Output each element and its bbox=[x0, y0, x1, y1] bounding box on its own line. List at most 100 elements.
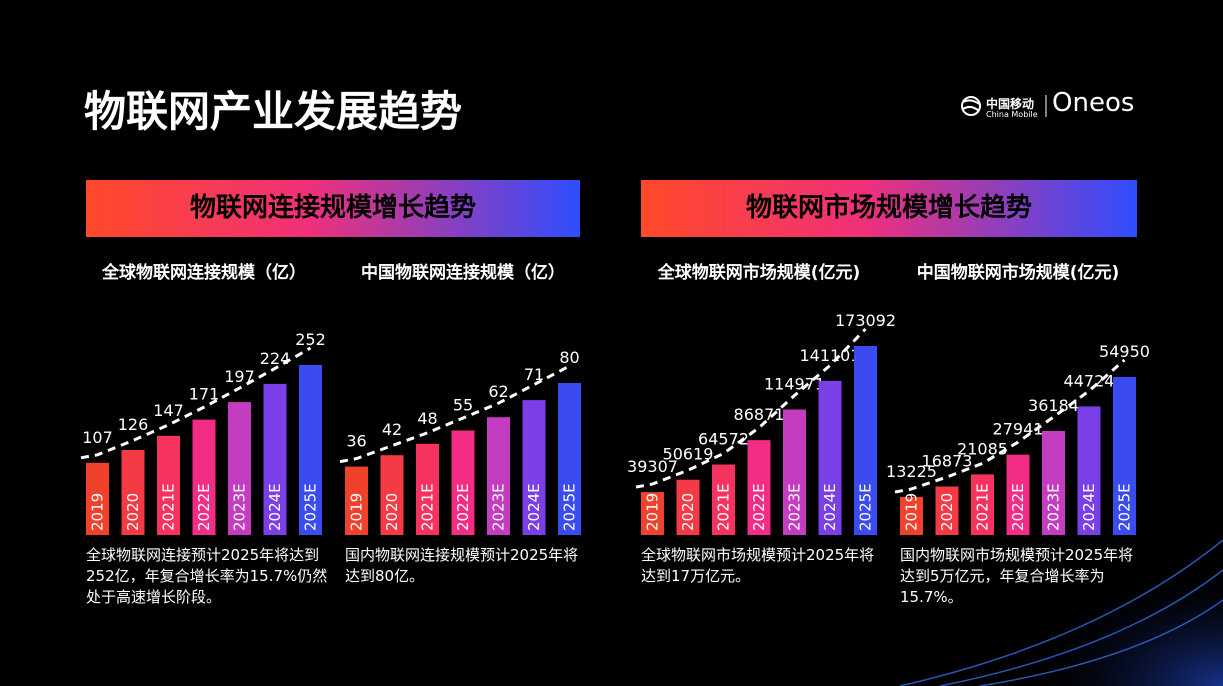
category-label: 2021E bbox=[974, 483, 992, 531]
bar bbox=[712, 464, 735, 535]
category-label: 2019 bbox=[348, 493, 366, 531]
caption: 国内物联网连接规模预计2025年将达到80亿。 bbox=[345, 546, 579, 585]
category-label: 2019 bbox=[903, 493, 921, 531]
chart-title: 中国物联网市场规模(亿元) bbox=[916, 263, 1120, 283]
value-label: 86871 bbox=[734, 405, 785, 424]
section-banner bbox=[641, 180, 1137, 237]
trend-line bbox=[80, 346, 312, 460]
bar bbox=[1077, 406, 1101, 535]
category-label: 2022E bbox=[454, 483, 472, 531]
category-label: 2022E bbox=[750, 483, 768, 531]
value-label: 62 bbox=[488, 382, 508, 401]
caption: 全球物联网市场规模预计2025年将达到17万亿元。 bbox=[641, 546, 875, 585]
bar bbox=[971, 474, 994, 535]
chart-title: 全球物联网市场规模(亿元) bbox=[657, 263, 861, 283]
bar bbox=[263, 383, 287, 535]
bar bbox=[1006, 454, 1030, 535]
value-label: 27941 bbox=[993, 420, 1044, 439]
bar bbox=[1042, 430, 1065, 535]
bar bbox=[641, 492, 664, 535]
bar bbox=[1113, 377, 1136, 535]
category-label: 2021E bbox=[419, 483, 437, 531]
bar bbox=[522, 400, 546, 535]
value-label: 21085 bbox=[957, 439, 1008, 458]
category-label: 2024E bbox=[525, 483, 543, 531]
section-banner bbox=[86, 180, 580, 237]
value-label: 114971 bbox=[764, 374, 825, 393]
section-title: 物联网连接规模增长趋势 bbox=[189, 193, 476, 223]
category-label: 2025E bbox=[302, 483, 320, 531]
category-label: 2020 bbox=[124, 493, 142, 531]
value-label: 224 bbox=[260, 349, 291, 368]
value-label: 48 bbox=[417, 409, 437, 428]
caption: 国内物联网市场规模预计2025年将达到5万亿元，年复合增长率为15.7%。 bbox=[900, 546, 1134, 606]
trend-line bbox=[894, 358, 1126, 494]
bar bbox=[86, 462, 109, 535]
value-label: 54950 bbox=[1099, 342, 1150, 361]
value-label: 13225 bbox=[886, 462, 937, 481]
value-label: 141101 bbox=[799, 346, 860, 365]
logo-cn: 中国移动 bbox=[986, 97, 1035, 111]
category-label: 2021E bbox=[160, 483, 178, 531]
bar bbox=[935, 486, 959, 535]
section-title: 物联网市场规模增长趋势 bbox=[745, 193, 1032, 223]
value-label: 107 bbox=[82, 428, 113, 447]
value-label: 36 bbox=[346, 432, 366, 451]
trend-line bbox=[339, 364, 571, 464]
category-label: 2024E bbox=[266, 483, 284, 531]
value-label: 80 bbox=[559, 348, 579, 367]
value-label: 50619 bbox=[663, 445, 714, 464]
value-label: 64572 bbox=[698, 429, 749, 448]
category-label: 2023E bbox=[786, 483, 804, 531]
bar bbox=[416, 443, 439, 535]
chart-title: 中国物联网连接规模（亿） bbox=[361, 263, 565, 283]
bar bbox=[192, 419, 216, 535]
value-label: 197 bbox=[224, 367, 255, 386]
value-label: 39307 bbox=[627, 457, 678, 476]
category-label: 2025E bbox=[561, 483, 579, 531]
bar bbox=[157, 435, 180, 535]
bar bbox=[487, 417, 510, 535]
category-label: 2019 bbox=[89, 493, 107, 531]
value-label: 44724 bbox=[1064, 371, 1115, 390]
category-label: 2020 bbox=[938, 493, 956, 531]
value-label: 55 bbox=[453, 396, 473, 415]
bar bbox=[854, 346, 877, 535]
page-title: 物联网产业发展趋势 bbox=[84, 87, 463, 136]
logo-en: China Mobile bbox=[986, 110, 1038, 119]
value-label: 147 bbox=[153, 401, 184, 420]
category-label: 2020 bbox=[679, 493, 697, 531]
value-label: 173092 bbox=[835, 311, 896, 330]
trend-line bbox=[635, 327, 867, 489]
logo-brand: Oneos bbox=[1052, 88, 1135, 118]
bar bbox=[818, 380, 842, 535]
value-label: 171 bbox=[189, 385, 220, 404]
bar bbox=[676, 479, 700, 535]
category-label: 2023E bbox=[231, 483, 249, 531]
value-label: 16873 bbox=[922, 451, 973, 470]
bar bbox=[228, 402, 251, 535]
light-lines bbox=[899, 539, 1223, 686]
value-label: 252 bbox=[295, 330, 326, 349]
logo-icon bbox=[961, 96, 981, 116]
bar bbox=[451, 430, 475, 535]
caption: 全球物联网连接预计2025年将达到252亿，年复合增长率为15.7%仍然处于高速… bbox=[86, 546, 328, 606]
value-label: 42 bbox=[382, 420, 402, 439]
category-label: 2024E bbox=[1080, 483, 1098, 531]
bar bbox=[558, 383, 581, 535]
bar bbox=[345, 466, 368, 535]
category-label: 2019 bbox=[644, 493, 662, 531]
chart-title: 全球物联网连接规模（亿） bbox=[102, 263, 306, 283]
category-label: 2023E bbox=[490, 483, 508, 531]
category-label: 2020 bbox=[383, 493, 401, 531]
category-label: 2022E bbox=[1009, 483, 1027, 531]
value-label: 126 bbox=[118, 415, 149, 434]
value-label: 36184 bbox=[1028, 396, 1079, 415]
category-label: 2025E bbox=[857, 483, 875, 531]
bar bbox=[121, 450, 145, 535]
category-label: 2021E bbox=[715, 483, 733, 531]
bar bbox=[900, 496, 923, 535]
value-label: 71 bbox=[524, 365, 544, 384]
